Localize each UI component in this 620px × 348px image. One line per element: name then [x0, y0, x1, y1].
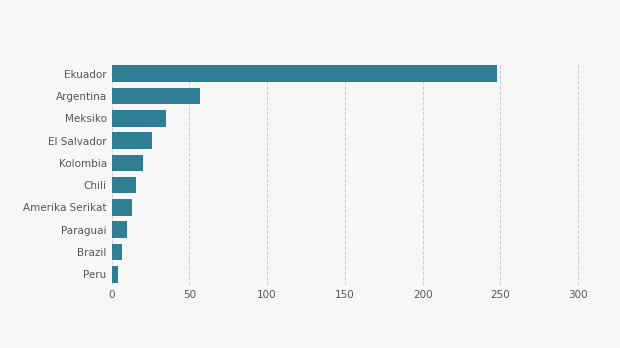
Bar: [112, 110, 166, 127]
Bar: [112, 88, 200, 104]
Bar: [112, 132, 152, 149]
Bar: [112, 266, 118, 283]
Bar: [112, 199, 132, 216]
Bar: [112, 155, 143, 171]
Bar: [112, 177, 136, 193]
Bar: [112, 244, 123, 260]
Bar: [112, 221, 127, 238]
Bar: [112, 65, 497, 82]
